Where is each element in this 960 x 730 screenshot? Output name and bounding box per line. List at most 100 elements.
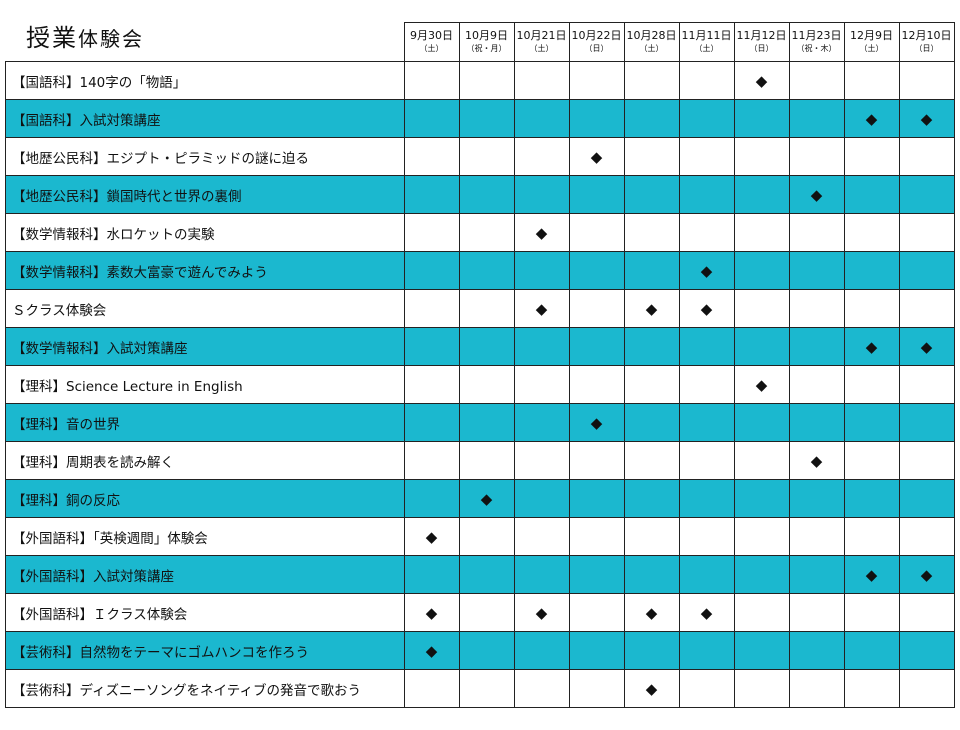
date-cell	[898, 631, 955, 670]
date-cell	[843, 441, 900, 480]
class-name: 【理科】周期表を読み解く	[5, 441, 405, 480]
date-header: 11月11日 （土）	[678, 22, 735, 62]
date-cell	[678, 631, 735, 670]
date-cell: ◆	[788, 175, 845, 214]
date-cell	[678, 213, 735, 252]
date-header: 9月30日 （土）	[403, 22, 460, 62]
date-cell	[678, 99, 735, 138]
class-name: 【地歴公民科】エジプト・ピラミッドの謎に迫る	[5, 137, 405, 176]
date-cell	[843, 251, 900, 290]
date-cell	[403, 365, 460, 404]
diamond-icon: ◆	[920, 337, 933, 356]
date-cell	[733, 213, 790, 252]
date-cell	[458, 61, 515, 100]
diamond-icon: ◆	[535, 299, 548, 318]
date-cell: ◆	[403, 593, 460, 632]
class-name: 【外国語科】「英検週間」体験会	[5, 517, 405, 556]
date-cell	[733, 327, 790, 366]
table-row: 【理科】音の世界 ◆	[5, 403, 955, 442]
date-header: 12月9日 （土）	[843, 22, 900, 62]
date-label: 10月28日	[626, 29, 677, 42]
weekday-label: （土）	[694, 44, 719, 53]
date-cell	[403, 479, 460, 518]
date-cell	[788, 669, 845, 708]
date-cell	[623, 479, 680, 518]
date-cell	[458, 327, 515, 366]
date-cell	[623, 213, 680, 252]
date-cell	[843, 479, 900, 518]
date-cell	[733, 99, 790, 138]
date-label: 9月30日	[410, 29, 453, 42]
diamond-icon: ◆	[425, 641, 438, 660]
date-cell	[458, 631, 515, 670]
table-row: 【国語科】140字の「物語」 ◆	[5, 61, 955, 100]
date-cell	[403, 289, 460, 328]
class-name: 【理科】銅の反応	[5, 479, 405, 518]
date-cell	[568, 289, 625, 328]
date-label: 11月11日	[681, 29, 732, 42]
date-cell	[733, 479, 790, 518]
weekday-label: （祝・月）	[466, 44, 507, 53]
date-cell	[733, 555, 790, 594]
date-cell	[623, 99, 680, 138]
date-cell: ◆	[623, 669, 680, 708]
date-cell	[843, 403, 900, 442]
class-name: 【国語科】入試対策講座	[5, 99, 405, 138]
date-cell	[403, 213, 460, 252]
date-cell	[788, 251, 845, 290]
date-cell	[568, 251, 625, 290]
weekday-label: （日）	[914, 44, 939, 53]
date-cell	[513, 441, 570, 480]
date-cell	[898, 593, 955, 632]
date-label: 11月23日	[791, 29, 842, 42]
date-cell	[403, 441, 460, 480]
date-cell	[898, 137, 955, 176]
date-cell	[568, 61, 625, 100]
date-label: 10月21日	[516, 29, 567, 42]
date-cell	[403, 251, 460, 290]
date-cell: ◆	[898, 99, 955, 138]
date-cell	[678, 327, 735, 366]
date-cell	[733, 517, 790, 556]
diamond-icon: ◆	[920, 565, 933, 584]
date-cell	[898, 517, 955, 556]
date-cell	[458, 175, 515, 214]
date-cell	[513, 99, 570, 138]
date-cell	[623, 441, 680, 480]
diamond-icon: ◆	[535, 603, 548, 622]
class-name: 【外国語科】入試対策講座	[5, 555, 405, 594]
date-cell: ◆	[678, 593, 735, 632]
date-cell	[898, 365, 955, 404]
date-cell	[513, 251, 570, 290]
diamond-icon: ◆	[865, 565, 878, 584]
date-cell: ◆	[843, 99, 900, 138]
date-cell	[568, 213, 625, 252]
table-row: 【数学情報科】入試対策講座 ◆ ◆	[5, 327, 955, 366]
weekday-label: （土）	[529, 44, 554, 53]
date-cell	[403, 555, 460, 594]
date-cell	[678, 669, 735, 708]
date-label: 12月10日	[901, 29, 952, 42]
diamond-icon: ◆	[700, 603, 713, 622]
date-cell	[898, 479, 955, 518]
date-header: 12月10日 （日）	[898, 22, 955, 62]
date-cell	[733, 631, 790, 670]
table-row: 【数学情報科】水ロケットの実験 ◆	[5, 213, 955, 252]
class-name: 【国語科】140字の「物語」	[5, 61, 405, 100]
date-cell	[898, 251, 955, 290]
date-cell: ◆	[898, 327, 955, 366]
date-cell	[843, 669, 900, 708]
date-cell	[513, 669, 570, 708]
date-cell	[788, 593, 845, 632]
date-cell	[458, 289, 515, 328]
date-cell	[733, 137, 790, 176]
diamond-icon: ◆	[700, 299, 713, 318]
date-cell: ◆	[843, 327, 900, 366]
diamond-icon: ◆	[590, 413, 603, 432]
date-label: 11月12日	[736, 29, 787, 42]
date-cell	[733, 251, 790, 290]
date-cell	[513, 631, 570, 670]
date-cell	[788, 327, 845, 366]
class-name: 【数学情報科】素数大富豪で遊んでみよう	[5, 251, 405, 290]
weekday-label: （日）	[749, 44, 774, 53]
